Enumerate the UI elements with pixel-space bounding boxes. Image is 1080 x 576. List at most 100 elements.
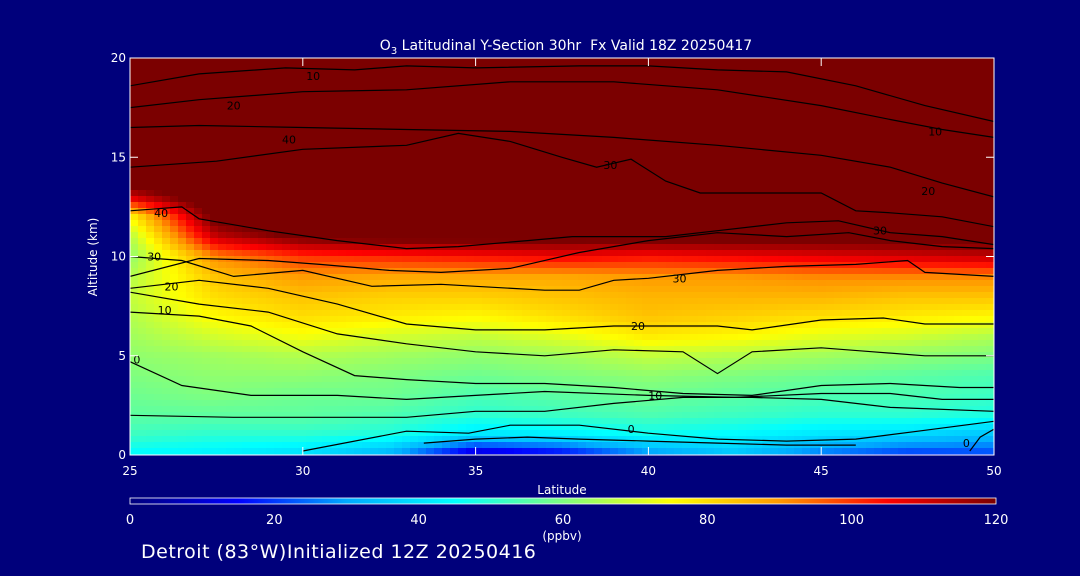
field-cell <box>746 142 755 149</box>
field-cell <box>266 268 275 275</box>
field-cell <box>130 58 139 65</box>
field-cell <box>818 160 827 167</box>
field-cell <box>554 166 563 173</box>
field-cell <box>610 244 619 251</box>
field-cell <box>826 106 835 113</box>
field-cell <box>810 166 819 173</box>
field-cell <box>754 316 763 323</box>
field-cell <box>354 178 363 185</box>
field-cell <box>306 82 315 89</box>
field-cell <box>346 100 355 107</box>
field-cell <box>362 292 371 299</box>
field-cell <box>274 148 283 155</box>
field-cell <box>810 274 819 281</box>
field-cell <box>242 226 251 233</box>
field-cell <box>394 58 403 65</box>
field-cell <box>634 322 643 329</box>
field-cell <box>186 76 195 83</box>
field-cell <box>394 166 403 173</box>
field-cell <box>674 76 683 83</box>
field-cell <box>386 124 395 131</box>
field-cell <box>458 322 467 329</box>
field-cell <box>770 232 779 239</box>
field-cell <box>442 178 451 185</box>
field-cell <box>890 118 899 125</box>
field-cell <box>722 184 731 191</box>
field-cell <box>146 172 155 179</box>
field-cell <box>698 142 707 149</box>
field-cell <box>770 160 779 167</box>
field-cell <box>906 136 915 143</box>
field-cell <box>458 274 467 281</box>
field-cell <box>738 160 747 167</box>
field-cell <box>442 292 451 299</box>
field-cell <box>378 184 387 191</box>
field-cell <box>426 202 435 209</box>
field-cell <box>314 118 323 125</box>
field-cell <box>226 238 235 245</box>
field-cell <box>978 208 987 215</box>
field-cell <box>938 94 947 101</box>
field-cell <box>714 232 723 239</box>
field-cell <box>418 220 427 227</box>
field-cell <box>554 322 563 329</box>
field-cell <box>426 154 435 161</box>
field-cell <box>530 310 539 317</box>
field-cell <box>794 274 803 281</box>
field-cell <box>298 274 307 281</box>
field-cell <box>882 70 891 77</box>
field-cell <box>794 112 803 119</box>
field-cell <box>194 76 203 83</box>
field-cell <box>138 190 147 197</box>
field-cell <box>138 136 147 143</box>
field-cell <box>746 268 755 275</box>
field-cell <box>602 250 611 257</box>
field-cell <box>890 220 899 227</box>
field-cell <box>194 184 203 191</box>
field-cell <box>690 178 699 185</box>
field-cell <box>810 214 819 221</box>
field-cell <box>706 94 715 101</box>
field-cell <box>242 190 251 197</box>
field-cell <box>666 226 675 233</box>
field-cell <box>970 172 979 179</box>
field-cell <box>786 322 795 329</box>
field-cell <box>554 202 563 209</box>
field-cell <box>290 334 299 341</box>
field-cell <box>818 232 827 239</box>
field-cell <box>594 160 603 167</box>
field-cell <box>642 130 651 137</box>
field-cell <box>802 112 811 119</box>
field-cell <box>218 124 227 131</box>
field-cell <box>290 274 299 281</box>
field-cell <box>666 328 675 335</box>
field-cell <box>530 232 539 239</box>
field-cell <box>762 82 771 89</box>
field-cell <box>322 166 331 173</box>
field-cell <box>306 94 315 101</box>
field-cell <box>450 118 459 125</box>
field-cell <box>978 298 987 305</box>
field-cell <box>442 262 451 269</box>
field-cell <box>130 238 139 245</box>
field-cell <box>322 136 331 143</box>
field-cell <box>778 286 787 293</box>
field-cell <box>202 130 211 137</box>
field-cell <box>826 268 835 275</box>
field-cell <box>850 106 859 113</box>
field-cell <box>610 238 619 245</box>
field-cell <box>930 100 939 107</box>
field-cell <box>986 76 994 83</box>
field-cell <box>730 280 739 287</box>
field-cell <box>778 244 787 251</box>
field-cell <box>210 190 219 197</box>
field-cell <box>210 220 219 227</box>
field-cell <box>434 160 443 167</box>
field-cell <box>626 118 635 125</box>
field-cell <box>210 328 219 335</box>
field-cell <box>794 88 803 95</box>
field-cell <box>370 142 379 149</box>
field-cell <box>434 196 443 203</box>
field-cell <box>234 226 243 233</box>
field-cell <box>858 226 867 233</box>
